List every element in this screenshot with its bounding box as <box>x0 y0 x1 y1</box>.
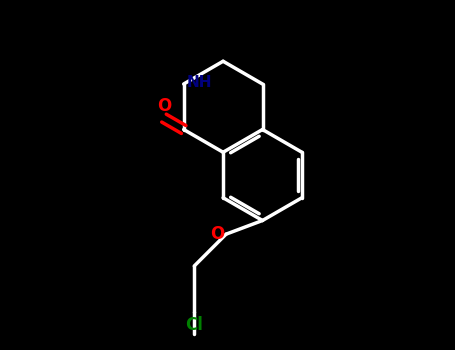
Text: NH: NH <box>187 75 212 90</box>
Text: O: O <box>157 97 171 116</box>
Text: O: O <box>210 225 224 243</box>
Text: Cl: Cl <box>185 316 203 334</box>
